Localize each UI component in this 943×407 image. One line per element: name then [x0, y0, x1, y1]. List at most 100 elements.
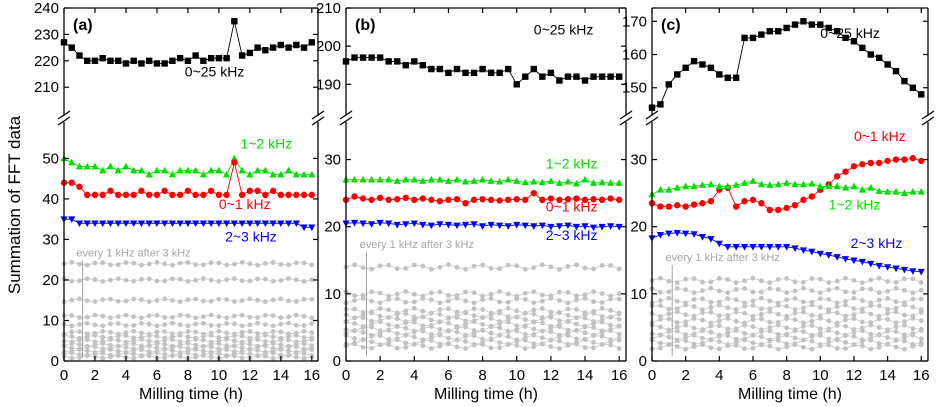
gray-band-point [792, 296, 798, 301]
gray-band-point [708, 285, 714, 291]
gray-band-point [247, 296, 253, 302]
upper-y-tick-label: 150 [622, 80, 647, 97]
data-point [707, 236, 715, 243]
data-point [246, 187, 254, 195]
gray-band-point [84, 262, 90, 268]
axes-frame [57, 7, 325, 362]
data-point [522, 196, 529, 204]
data-point [277, 41, 285, 49]
gray-band-point [92, 277, 98, 282]
gray-band-point [700, 342, 705, 348]
gray-band-point [792, 307, 798, 312]
data-point [262, 191, 269, 199]
gray-band-point [386, 322, 392, 328]
lower-y-tick-label: 10 [324, 286, 341, 303]
data-point [657, 101, 664, 108]
gray-band-point [239, 355, 245, 361]
data-point [665, 203, 673, 210]
gray-band-point [177, 260, 183, 266]
gray-band-series: every 1 kHz after 3 kHz [343, 239, 622, 356]
lower-series-label: 1~2 kHz [546, 155, 598, 171]
gray-band-point [131, 351, 137, 357]
gray-band-point [216, 328, 222, 334]
gray-band-point [666, 278, 672, 284]
data-point [589, 224, 598, 232]
gray-band-point [239, 259, 245, 265]
gray-band-point [574, 315, 579, 321]
x-tick-label: 12 [242, 367, 259, 384]
gray-band-point [231, 276, 237, 282]
gray-band-point [208, 323, 214, 328]
gray-band-point [851, 329, 857, 335]
gray-band-point [480, 262, 485, 268]
gray-band-point [775, 322, 781, 328]
gray-band-point [139, 297, 144, 303]
gray-band-point [876, 316, 882, 322]
data-point [153, 191, 161, 199]
gray-band-point [100, 313, 106, 319]
gray-band-point [809, 338, 815, 344]
gray-band-point [437, 326, 443, 332]
upper-y-tick-label: 210 [34, 79, 59, 96]
gray-band-point [146, 338, 152, 344]
gray-band-point [616, 311, 622, 317]
data-point [277, 220, 285, 228]
gray-band-point [767, 343, 773, 349]
gray-band-point [224, 262, 230, 268]
axis-break-mark [311, 110, 325, 120]
data-point [402, 62, 409, 69]
gray-band-point [531, 332, 537, 338]
gray-band-point [725, 290, 731, 296]
gray-band-point [123, 333, 129, 339]
gray-band-point [262, 312, 268, 318]
gray-band-point [725, 315, 731, 321]
gray-band-point [480, 328, 485, 333]
gray-band-point [84, 353, 90, 358]
gray-band-point [801, 299, 806, 305]
gray-band-point [674, 324, 680, 330]
data-point [547, 195, 555, 202]
gray-band-point [548, 295, 554, 301]
gray-band-point [557, 289, 562, 295]
gray-band-point [386, 342, 392, 348]
data-point [461, 221, 470, 229]
gray-band-point [193, 296, 199, 302]
x-axis-label: Milling time (h) [434, 386, 538, 403]
x-axis-label: Milling time (h) [139, 386, 243, 403]
gray-band-point [411, 341, 417, 347]
gray-band-point [411, 305, 417, 311]
data-point [859, 161, 866, 168]
gray-band-point [108, 277, 113, 283]
gray-band-point [139, 276, 144, 282]
gray-band-point [286, 348, 291, 354]
upper-y-tick-label: 210 [316, 0, 341, 17]
gray-band-point [270, 350, 276, 356]
gray-band-point [428, 266, 434, 272]
gray-band-point [539, 320, 545, 326]
gray-band-point [377, 342, 383, 348]
gray-band-point [885, 288, 891, 294]
gray-band-point [193, 262, 199, 267]
gray-band-point [100, 355, 106, 361]
data-point [513, 221, 521, 229]
gray-band-point [716, 346, 722, 352]
gray-band-point [352, 293, 357, 299]
gray-band-point [565, 306, 571, 312]
x-axis-label: Milling time (h) [738, 386, 842, 403]
data-point [428, 65, 435, 73]
data-point [858, 185, 866, 193]
gray-band-point [548, 264, 554, 270]
data-point [83, 220, 91, 228]
data-point [199, 220, 207, 228]
gray-band-point [902, 312, 907, 318]
gray-band-point [902, 319, 907, 324]
gray-band-point [69, 312, 75, 318]
data-point [106, 162, 115, 170]
gray-band-point [893, 299, 899, 305]
data-point [884, 264, 892, 271]
data-point [402, 194, 409, 202]
data-point [875, 159, 883, 167]
data-point [496, 177, 504, 185]
gray-band-point [893, 324, 899, 330]
gray-band-point [750, 289, 756, 295]
